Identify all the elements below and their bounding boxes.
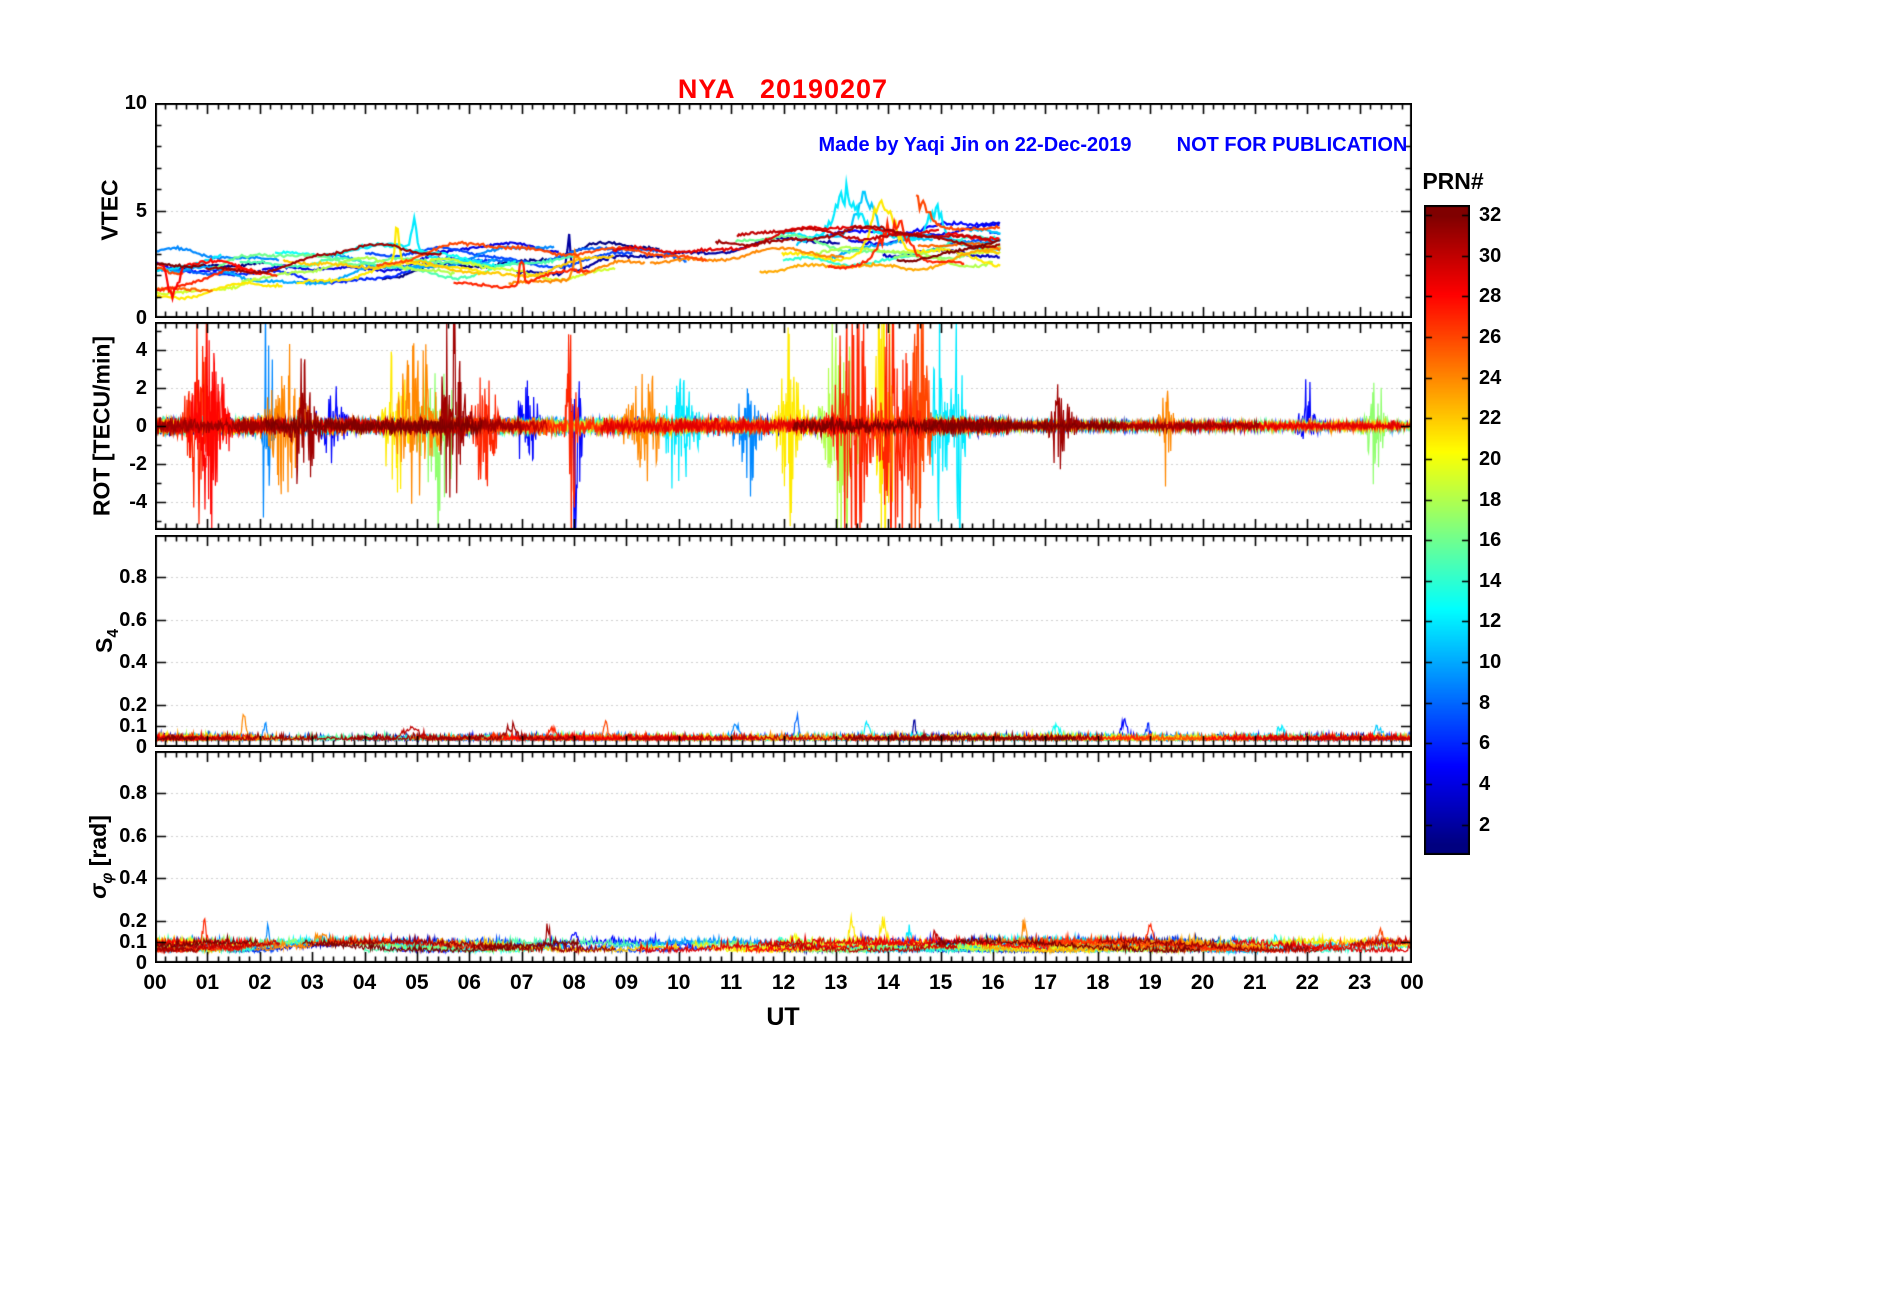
y-axis-label-vtec: VTEC bbox=[96, 179, 123, 241]
y-tick-label: -2 bbox=[129, 452, 147, 475]
x-tick-label: 08 bbox=[562, 971, 586, 994]
plot-title: NYA 20190207 bbox=[677, 74, 889, 104]
x-tick-label: 12 bbox=[771, 971, 796, 994]
x-axis-label: UT bbox=[766, 1003, 800, 1031]
y-tick-label: 0 bbox=[135, 952, 147, 974]
rad-unit: [rad] bbox=[85, 815, 112, 873]
vtec-panel-canvas bbox=[155, 103, 1412, 318]
x-tick-label: 18 bbox=[1086, 971, 1110, 994]
x-tick-label: 19 bbox=[1138, 971, 1162, 994]
y-tick-label: 0.6 bbox=[119, 608, 147, 631]
x-tick-label: 22 bbox=[1295, 971, 1319, 994]
y-tick-label: 0.4 bbox=[119, 867, 147, 890]
x-tick-label: 01 bbox=[195, 971, 220, 994]
s4-subscript: 4 bbox=[104, 628, 122, 638]
x-tick-label: 05 bbox=[405, 971, 429, 994]
colorbar-tick-label: 20 bbox=[1479, 447, 1502, 470]
credit-annotation: Made by Yaqi Jin on 22-Dec-2019 bbox=[818, 134, 1132, 156]
colorbar-tick-label: 14 bbox=[1479, 569, 1502, 592]
x-tick-label: 16 bbox=[981, 971, 1005, 994]
x-tick-label: 21 bbox=[1243, 971, 1267, 994]
colorbar-tick-label: 10 bbox=[1479, 650, 1502, 673]
x-tick-label: 09 bbox=[614, 971, 639, 994]
x-tick-label: 17 bbox=[1033, 971, 1058, 994]
y-tick-label: 0.2 bbox=[119, 693, 147, 716]
colorbar-tick-label: 2 bbox=[1479, 813, 1491, 836]
publication-notice: NOT FOR PUBLICATION bbox=[1176, 134, 1408, 156]
x-tick-label: 07 bbox=[509, 971, 534, 994]
y-tick-label: 0.1 bbox=[119, 714, 147, 737]
y-axis-label-rot: ROT [TECU/min] bbox=[88, 335, 115, 517]
colorbar-tick-label: 18 bbox=[1479, 488, 1502, 511]
x-tick-label: 03 bbox=[300, 971, 324, 994]
colorbar-label: PRN# bbox=[1422, 168, 1484, 194]
y-tick-label: 0.1 bbox=[119, 930, 147, 953]
prn-colorbar bbox=[1424, 205, 1470, 855]
colorbar-tick-label: 28 bbox=[1479, 284, 1502, 307]
x-tick-label: 11 bbox=[720, 971, 743, 994]
y-tick-label: 10 bbox=[124, 92, 147, 114]
y-tick-label: 0.8 bbox=[119, 566, 147, 589]
colorbar-tick-label: 30 bbox=[1479, 244, 1502, 267]
sigma-phi-panel-canvas bbox=[155, 751, 1412, 963]
y-tick-label: 2 bbox=[135, 377, 147, 400]
x-tick-label: 10 bbox=[667, 971, 691, 994]
y-tick-label: 0 bbox=[135, 736, 147, 758]
colorbar-tick-label: 16 bbox=[1479, 528, 1502, 551]
y-tick-label: 0.8 bbox=[119, 782, 147, 805]
x-tick-label: 06 bbox=[457, 971, 481, 994]
x-tick-label: 14 bbox=[876, 971, 900, 994]
x-tick-label: 20 bbox=[1190, 971, 1215, 994]
colorbar-tick-label: 12 bbox=[1479, 609, 1502, 632]
sigma-symbol: σ bbox=[85, 883, 112, 899]
x-tick-label: 15 bbox=[928, 971, 953, 994]
x-tick-label: 23 bbox=[1347, 971, 1372, 994]
y-axis-label-sigma-phi: σφ [rad] bbox=[85, 815, 117, 899]
colorbar-tick-label: 22 bbox=[1479, 406, 1502, 429]
phi-subscript: φ bbox=[98, 872, 116, 884]
y-tick-label: 0 bbox=[135, 415, 147, 437]
y-tick-label: 0.2 bbox=[119, 909, 147, 932]
y-tick-label: 4 bbox=[135, 339, 147, 362]
rot-panel-canvas bbox=[155, 322, 1412, 530]
x-tick-label: 02 bbox=[248, 971, 272, 994]
y-axis-label-s4: S4 bbox=[91, 629, 123, 653]
x-tick-label: 04 bbox=[352, 971, 377, 994]
y-tick-label: 0 bbox=[135, 307, 147, 329]
colorbar-tick-label: 24 bbox=[1479, 366, 1502, 389]
colorbar-tick-label: 6 bbox=[1479, 731, 1491, 754]
colorbar-tick-label: 4 bbox=[1479, 772, 1491, 795]
colorbar-tick-label: 26 bbox=[1479, 325, 1502, 348]
colorbar-tick-label: 8 bbox=[1479, 691, 1491, 714]
y-tick-label: 0.4 bbox=[119, 651, 147, 674]
y-tick-label: -4 bbox=[129, 490, 147, 513]
colorbar-tick-label: 32 bbox=[1479, 203, 1502, 226]
s4-panel-canvas bbox=[155, 535, 1412, 747]
y-tick-label: 5 bbox=[135, 199, 147, 222]
x-tick-label: 00 bbox=[143, 971, 167, 994]
y-tick-label: 0.6 bbox=[119, 824, 147, 847]
x-tick-label: 00 bbox=[1400, 971, 1424, 994]
x-tick-label: 13 bbox=[824, 971, 848, 994]
s4-symbol: S bbox=[91, 637, 118, 654]
